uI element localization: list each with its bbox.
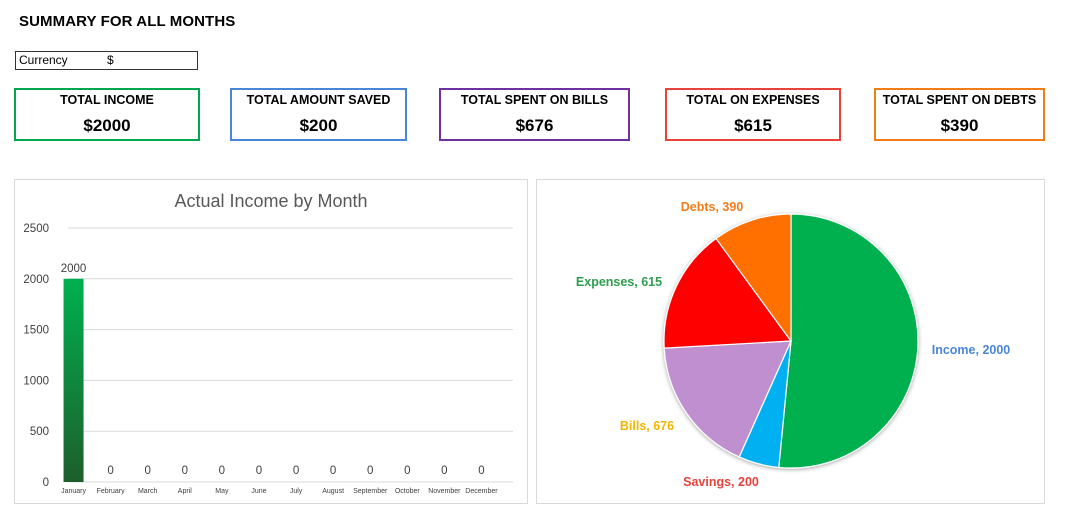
currency-value[interactable]: $: [107, 53, 114, 67]
total-bills-card: TOTAL SPENT ON BILLS $676: [439, 88, 630, 141]
pie-label-expenses: Expenses, 615: [576, 275, 662, 289]
x-tick-label-august: August: [322, 488, 344, 495]
total-expenses-value: $615: [734, 116, 772, 135]
total-bills-value: $676: [515, 116, 554, 135]
data-label-august: 0: [330, 465, 336, 477]
total-debts-card: TOTAL SPENT ON DEBTS $390: [874, 88, 1045, 141]
x-tick-label-december: December: [465, 488, 498, 495]
x-tick-label-march: March: [138, 488, 158, 495]
pie-label-savings: Savings, 200: [683, 475, 759, 489]
data-label-july: 0: [293, 465, 299, 477]
y-tick-label: 1500: [23, 325, 49, 337]
income-bar-chart: Actual Income by Month 0 500 1000 1500 2000 2…: [23, 191, 513, 495]
x-tick-label-february: February: [97, 488, 126, 495]
data-label-june: 0: [256, 465, 262, 477]
total-debts-label: TOTAL SPENT ON DEBTS: [882, 93, 1037, 107]
x-tick-label-april: April: [178, 488, 192, 495]
x-tick-label-july: July: [290, 488, 303, 495]
total-income-card: TOTAL INCOME $2000: [14, 88, 200, 141]
data-label-april: 0: [182, 465, 188, 477]
page-title: SUMMARY FOR ALL MONTHS: [19, 13, 236, 30]
y-tick-label: 2000: [23, 274, 49, 286]
summary-pie-chart-panel[interactable]: Income, 2000 Savings, 200 Bills, 676 Expens…: [536, 179, 1045, 504]
pie-label-debts: Debts, 390: [681, 200, 744, 214]
x-tick-label-january: January: [61, 488, 86, 495]
total-saved-card: TOTAL AMOUNT SAVED $200: [230, 88, 407, 141]
pie-slice-income[interactable]: [778, 213, 919, 469]
data-label-may: 0: [219, 465, 225, 477]
data-label-december: 0: [478, 465, 484, 477]
data-label-february: 0: [107, 465, 113, 477]
total-expenses-card: TOTAL ON EXPENSES $615: [665, 88, 841, 141]
total-debts-value: $390: [940, 116, 979, 135]
total-saved-value: $200: [299, 116, 338, 135]
y-tick-label: 1000: [23, 375, 49, 387]
pie-slice-bills[interactable]: [663, 340, 792, 458]
y-tick-label: 2500: [23, 223, 49, 235]
data-label-march: 0: [145, 465, 151, 477]
pie-label-income: Income, 2000: [932, 343, 1011, 357]
data-label-january: 2000: [61, 263, 87, 275]
currency-label: Currency: [19, 53, 68, 67]
total-bills-label: TOTAL SPENT ON BILLS: [460, 93, 609, 107]
y-tick-label: 0: [43, 477, 49, 489]
data-label-september: 0: [367, 465, 373, 477]
summary-pie-chart: Income, 2000 Savings, 200 Bills, 676 Expens…: [576, 200, 1011, 489]
x-tick-label-september: September: [353, 488, 388, 495]
pie-slice-debts[interactable]: [715, 213, 792, 343]
total-income-value: $2000: [83, 116, 131, 135]
x-tick-label-may: May: [215, 488, 229, 495]
total-saved-label: TOTAL AMOUNT SAVED: [246, 93, 391, 107]
x-tick-label-october: October: [395, 488, 421, 495]
data-label-november: 0: [441, 465, 447, 477]
x-tick-label-november: November: [428, 488, 461, 495]
total-income-label: TOTAL INCOME: [60, 93, 154, 107]
bar-january[interactable]: [63, 278, 84, 482]
pie-slice-expenses[interactable]: [663, 237, 793, 349]
pie-label-bills: Bills, 676: [620, 419, 674, 433]
data-label-october: 0: [404, 465, 410, 477]
x-tick-label-june: June: [251, 488, 266, 495]
total-expenses-label: TOTAL ON EXPENSES: [686, 93, 820, 107]
income-bar-chart-panel[interactable]: Actual Income by Month 0 500 1000 1500 2000 2…: [14, 179, 528, 504]
bar-chart-title: Actual Income by Month: [174, 191, 367, 211]
y-tick-label: 500: [30, 426, 49, 438]
currency-field[interactable]: Currency $: [15, 51, 198, 70]
